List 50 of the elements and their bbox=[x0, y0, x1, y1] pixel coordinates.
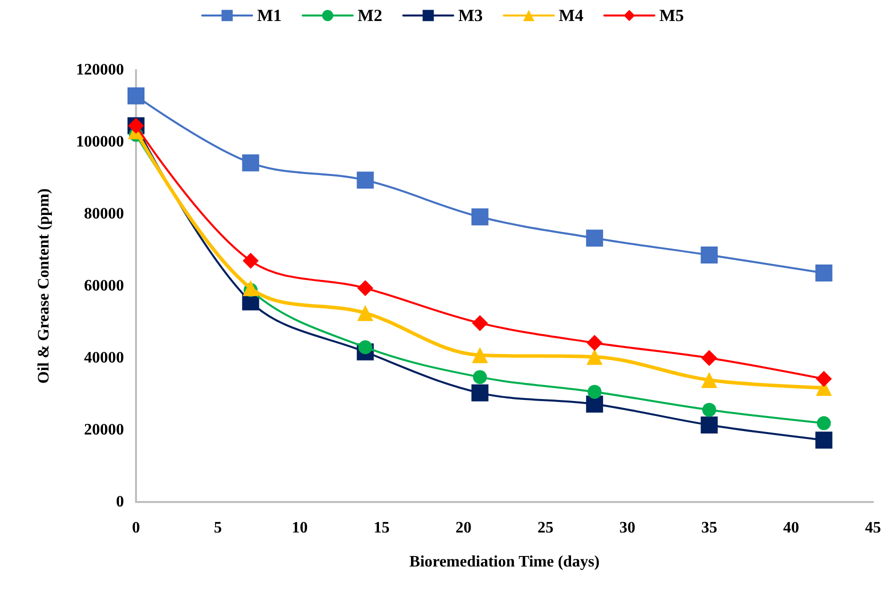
legend-label: M4 bbox=[558, 6, 584, 25]
x-tick-label: 45 bbox=[865, 520, 881, 536]
point bbox=[357, 305, 374, 321]
point bbox=[128, 87, 144, 104]
point bbox=[472, 370, 487, 384]
x-tick-label: 35 bbox=[701, 520, 718, 536]
point bbox=[586, 396, 604, 413]
x-axis-title: Bioremediation Time (days) bbox=[409, 554, 600, 570]
legend-label: M3 bbox=[458, 6, 483, 25]
point bbox=[471, 208, 488, 226]
point bbox=[242, 252, 259, 269]
y-tick-label: 120000 bbox=[76, 62, 124, 78]
point bbox=[586, 230, 604, 247]
y-tick-label: 20000 bbox=[84, 422, 124, 438]
x-tick-label: 40 bbox=[783, 520, 800, 536]
point bbox=[816, 416, 831, 430]
y-tick-label: 0 bbox=[116, 494, 124, 510]
point bbox=[356, 172, 374, 189]
x-tick-label: 0 bbox=[132, 520, 140, 536]
point bbox=[242, 154, 260, 172]
y-axis-title: Oil & Grease Content (ppm) bbox=[36, 188, 52, 384]
point bbox=[358, 340, 372, 354]
point bbox=[700, 246, 718, 264]
point bbox=[472, 315, 488, 332]
point bbox=[700, 416, 718, 434]
point bbox=[815, 264, 832, 282]
x-tick-label: 10 bbox=[292, 520, 308, 536]
x-tick-label: 30 bbox=[619, 520, 636, 536]
point bbox=[357, 280, 374, 296]
point bbox=[586, 334, 603, 351]
point bbox=[588, 384, 602, 399]
point bbox=[702, 402, 716, 417]
x-tick-label: 25 bbox=[537, 520, 554, 536]
point bbox=[815, 432, 832, 449]
point bbox=[472, 347, 488, 364]
y-tick-label: 60000 bbox=[84, 278, 124, 294]
x-tick-label: 20 bbox=[456, 520, 472, 536]
y-tick-label: 40000 bbox=[84, 350, 124, 366]
y-tick-label: 80000 bbox=[84, 206, 124, 222]
y-tick-label: 100000 bbox=[76, 134, 124, 150]
point bbox=[586, 348, 603, 365]
x-tick-label: 15 bbox=[374, 520, 390, 536]
x-tick-label: 5 bbox=[214, 520, 222, 536]
point bbox=[816, 370, 832, 387]
point bbox=[701, 350, 718, 366]
legend-label: M2 bbox=[358, 6, 382, 25]
point bbox=[701, 372, 718, 388]
point bbox=[471, 384, 488, 402]
legend-label: M5 bbox=[659, 6, 684, 25]
legend-label: M1 bbox=[257, 6, 282, 25]
